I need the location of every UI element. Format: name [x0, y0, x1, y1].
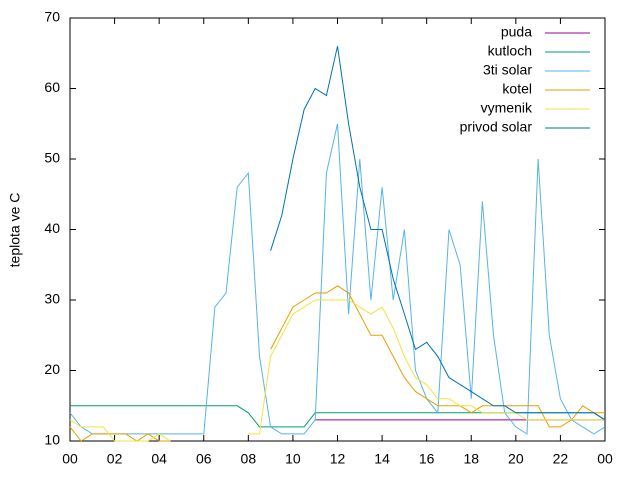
x-tick-label: 12	[330, 451, 346, 467]
x-tick-label: 02	[107, 451, 123, 467]
x-tick-label: 18	[463, 451, 479, 467]
y-tick-label: 70	[44, 9, 60, 25]
series-line	[69, 299, 605, 442]
legend-label: 3ti solar	[483, 62, 532, 78]
x-tick-label: 04	[151, 451, 167, 467]
series-line	[70, 405, 606, 428]
x-tick-label: 20	[508, 451, 524, 467]
y-tick-label: 40	[44, 220, 60, 236]
x-tick-label: 06	[196, 451, 212, 467]
y-tick-label: 60	[44, 79, 60, 95]
x-tick-label: 00	[62, 451, 78, 467]
series-line	[69, 123, 606, 435]
legend-label: vymenik	[481, 100, 533, 116]
x-tick-label: 00	[597, 451, 613, 467]
y-tick-label: 10	[44, 432, 60, 448]
x-tick-label: 08	[241, 451, 257, 467]
series-line	[69, 285, 605, 442]
x-tick-label: 10	[285, 451, 301, 467]
x-tick-label: 16	[419, 451, 435, 467]
x-tick-label: 22	[553, 451, 569, 467]
legend-label: privod solar	[460, 119, 533, 135]
y-axis-label: teplota ve C	[7, 193, 23, 268]
series-line	[270, 46, 606, 421]
y-tick-label: 30	[44, 291, 60, 307]
y-tick-label: 20	[44, 361, 60, 377]
legend-label: puda	[501, 24, 532, 40]
y-tick-label: 50	[44, 150, 60, 166]
x-tick-label: 14	[374, 451, 390, 467]
legend-label: kotel	[502, 81, 532, 97]
legend-label: kutloch	[488, 43, 532, 59]
